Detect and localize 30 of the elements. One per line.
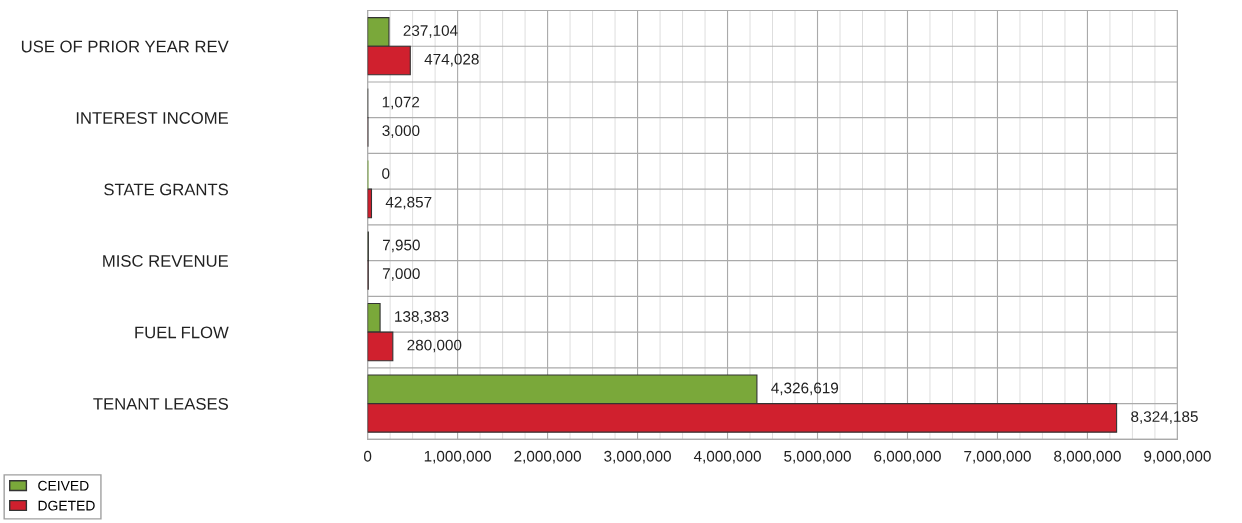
x-tick-label: 9,000,000 [1144, 450, 1211, 464]
data-label: 0 [382, 168, 390, 179]
x-tick-label: 2,000,000 [514, 450, 581, 464]
data-label: 8,324,185 [1131, 411, 1198, 424]
x-tick-label: 0 [363, 450, 372, 462]
data-label: 237,104 [403, 25, 458, 38]
x-tick-label: 8,000,000 [1054, 450, 1121, 464]
data-label: 7,000 [382, 268, 420, 281]
y-tick-label: FUEL FLOW [135, 326, 229, 339]
data-label: 3,000 [382, 125, 420, 138]
x-tick-label: 7,000,000 [964, 450, 1031, 464]
x-tick-label: 4,000,000 [693, 450, 761, 464]
y-tick-label: TENANT LEASES [93, 397, 228, 410]
data-label: 42,857 [385, 196, 432, 210]
y-tick-label: MISC REVENUE [103, 255, 229, 267]
legend-label: DGETED [38, 500, 95, 511]
legend-label: CEIVED [38, 480, 89, 491]
data-label: 1,072 [382, 96, 420, 110]
data-label: 138,383 [395, 311, 449, 324]
data-label: 7,950 [383, 239, 420, 253]
y-tick-label: USE OF PRIOR YEAR REV [21, 40, 229, 53]
x-tick-label: 3,000,000 [604, 450, 671, 464]
data-label: 474,028 [424, 53, 479, 67]
x-tick-label: 5,000,000 [784, 450, 851, 464]
x-tick-label: 1,000,000 [424, 450, 491, 464]
x-tick-label: 6,000,000 [874, 450, 941, 464]
data-label: 4,326,619 [771, 382, 839, 396]
y-tick-label: STATE GRANTS [104, 183, 228, 196]
data-label: 280,000 [407, 339, 462, 353]
y-tick-label: INTEREST INCOME [76, 112, 229, 124]
